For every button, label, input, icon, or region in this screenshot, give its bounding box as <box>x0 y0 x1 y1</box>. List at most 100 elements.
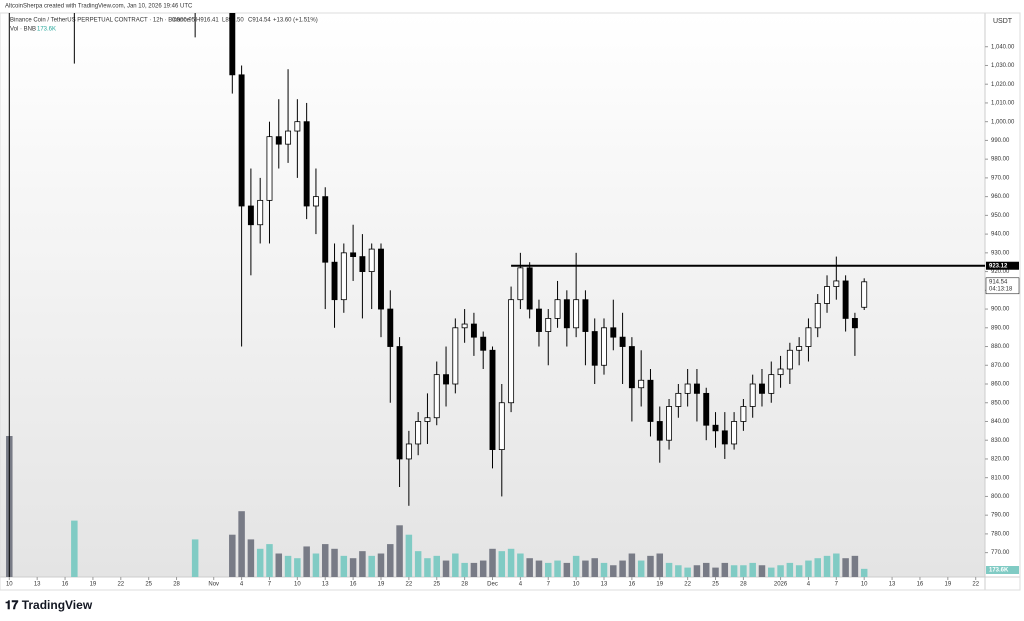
x-tick-label: 22 <box>117 582 124 588</box>
candle-body <box>786 349 793 370</box>
x-tick-label: 10 <box>6 582 13 588</box>
x-tick-label: 19 <box>378 582 385 588</box>
candle-body <box>415 421 422 445</box>
candle-body <box>740 406 747 422</box>
candle-body <box>796 346 803 351</box>
candle-body <box>480 336 487 351</box>
volume-bar <box>321 544 329 577</box>
candle-body <box>405 443 412 460</box>
candle-body <box>498 402 505 450</box>
volume-bar <box>396 525 403 577</box>
y-tick-label: 850.00 <box>991 400 1010 406</box>
y-tick-label: 920.00 <box>991 269 1010 275</box>
volume-bar <box>786 562 794 577</box>
axes: 770.00 780.00 790.00 800.00 810.00 820.00 830.… <box>6 44 1020 588</box>
candle-body <box>350 252 357 257</box>
volume-bar <box>387 544 394 577</box>
candle-body <box>340 252 347 301</box>
last-price-label: 914.54 <box>989 279 1008 285</box>
candle-body <box>312 196 319 207</box>
candle-body <box>387 308 394 347</box>
brand-name: TradingView <box>22 598 93 612</box>
volume-bar <box>424 558 431 577</box>
volume-bar <box>247 539 255 577</box>
volume-bar <box>675 565 682 577</box>
candle-body <box>331 261 338 301</box>
x-tick-label: 4 <box>519 582 523 588</box>
x-tick-label: 10 <box>861 582 868 588</box>
symbol: Binance Coin / TetherUS PERPETUAL CONTRA… <box>10 18 191 24</box>
volume-value: 173.6K <box>37 27 56 33</box>
volume-bar <box>545 562 552 577</box>
volume-bar <box>479 560 487 577</box>
y-tick-label: 940.00 <box>991 232 1010 238</box>
y-tick-label: 810.00 <box>991 475 1010 481</box>
candle-body <box>833 280 840 287</box>
candle-body <box>842 280 849 319</box>
x-tick-label: 4 <box>240 582 244 588</box>
volume-bar <box>312 553 320 577</box>
ohlc-high: H916.41 <box>196 18 219 24</box>
candle-body <box>247 205 254 226</box>
volume-bar <box>405 534 413 577</box>
x-tick-label: 16 <box>629 582 636 588</box>
candle-body <box>759 383 765 394</box>
volume-bar <box>377 553 385 577</box>
candle-body <box>638 379 645 389</box>
x-tick-label: Dec <box>487 582 498 588</box>
candle-body <box>443 374 449 385</box>
volume-bar <box>340 555 348 577</box>
last-price-bg <box>985 277 1020 295</box>
candle-body <box>573 299 580 329</box>
volume-bar <box>414 551 422 577</box>
plot <box>6 13 868 577</box>
candle-body <box>238 74 245 207</box>
candle-body <box>294 121 301 132</box>
candle-body <box>461 323 468 329</box>
candle-body <box>666 406 673 441</box>
volume-bar <box>712 567 719 577</box>
volume-bar <box>619 560 626 577</box>
candle-body <box>275 136 282 145</box>
volume-name: Vol · BNB <box>10 27 36 33</box>
candle-body <box>285 130 292 145</box>
candle-body <box>805 327 812 347</box>
volume-bar <box>795 565 803 577</box>
frame <box>0 12 1021 591</box>
y-tick-label: 990.00 <box>991 138 1010 144</box>
volume-bar <box>368 555 375 577</box>
x-tick-label: 10 <box>294 582 301 588</box>
x-tick-label: 16 <box>62 582 69 588</box>
y-tick-label: 860.00 <box>991 382 1010 388</box>
volume-bar <box>758 565 766 577</box>
y-tick-label: 950.00 <box>991 213 1010 219</box>
price-axis-background <box>985 13 1020 590</box>
x-tick-label: 28 <box>173 582 180 588</box>
volume-bar <box>359 551 366 577</box>
candle-body <box>554 299 561 319</box>
y-tick-label: 770.00 <box>991 550 1010 556</box>
x-tick-label: 13 <box>601 582 608 588</box>
volume-bar <box>628 553 636 577</box>
y-tick-label: 980.00 <box>991 157 1010 163</box>
volume-bar <box>498 551 506 577</box>
volume-bar <box>600 562 608 577</box>
candle-body <box>712 424 719 432</box>
candle-body <box>647 379 654 422</box>
x-tick-label: 13 <box>889 582 896 588</box>
volume-bar <box>814 558 821 577</box>
x-tick-label: 19 <box>656 582 663 588</box>
y-tick-label: 870.00 <box>991 363 1010 369</box>
ohlc-open: O900.95 <box>172 18 196 24</box>
candle-body <box>266 136 273 201</box>
volume-bar <box>768 567 775 577</box>
y-tick-label: 840.00 <box>991 419 1010 425</box>
candle-body <box>545 318 552 332</box>
volume-bar <box>656 553 664 577</box>
volume-bar <box>637 560 645 577</box>
candle-body <box>470 323 477 338</box>
volume-bar <box>229 534 236 577</box>
candle-body <box>303 121 310 207</box>
volume-bar <box>693 565 701 577</box>
